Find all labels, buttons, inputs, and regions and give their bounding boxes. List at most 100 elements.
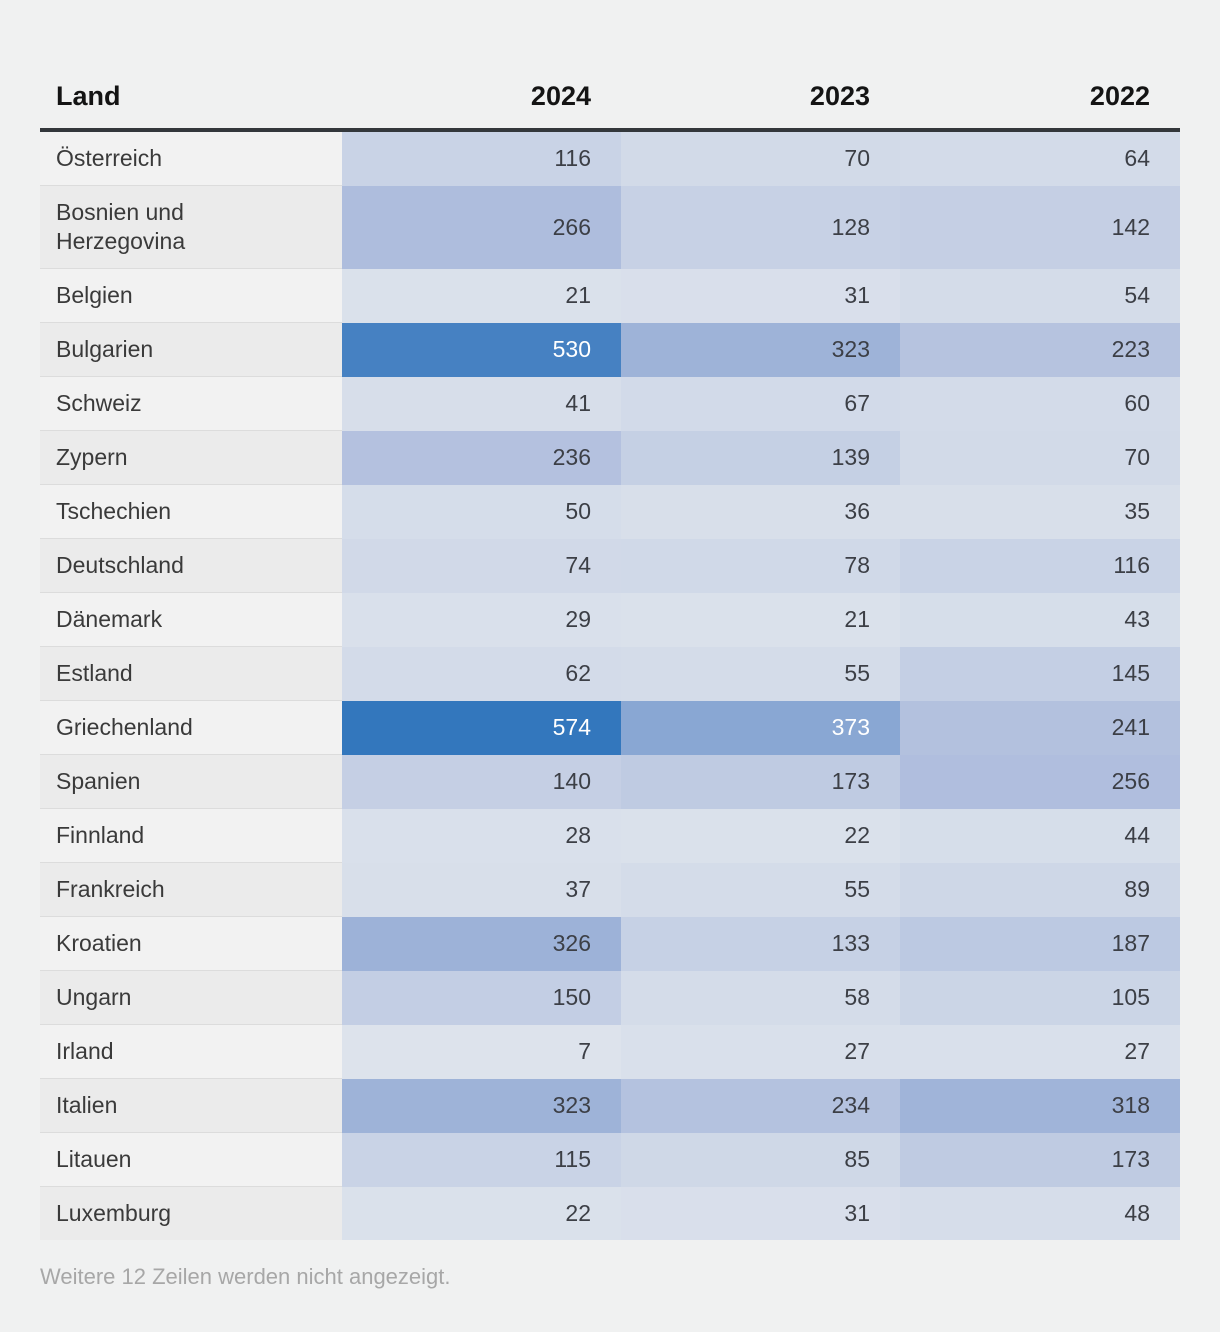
value-cell-2022: 116 [900,538,1180,593]
value-cell-2023: 55 [621,646,900,701]
country-label: Spanien [40,754,342,809]
country-label: Frankreich [40,862,342,917]
value-cell-2024: 116 [342,130,621,186]
value-cell-2022: 60 [900,376,1180,431]
value-cell-2023: 22 [621,808,900,863]
value-cell-2022: 89 [900,862,1180,917]
value-cell-2022: 187 [900,916,1180,971]
value-cell-2022: 142 [900,185,1180,269]
value-cell-2024: 115 [342,1132,621,1187]
country-label-text: Schweiz [56,390,142,416]
country-label: Österreich [40,130,342,186]
value-cell-2024: 41 [342,376,621,431]
country-label: Litauen [40,1132,342,1187]
value-cell-2024: 22 [342,1186,621,1240]
country-label-text: Irland [56,1038,114,1064]
country-label: Deutschland [40,538,342,593]
country-label: Irland [40,1024,342,1079]
value-cell-2023: 58 [621,970,900,1025]
value-cell-2024: 326 [342,916,621,971]
table-row: Estland 62 55 145 [40,646,1180,701]
country-label: Ungarn [40,970,342,1025]
value-cell-2023: 31 [621,268,900,323]
country-label-text: Ungarn [56,984,132,1010]
value-cell-2024: 574 [342,700,621,755]
table-row: Bosnien und Herzegovina 266 128 142 [40,185,1180,269]
table-row: Spanien 140 173 256 [40,754,1180,809]
value-cell-2023: 133 [621,916,900,971]
hidden-rows-note: Weitere 12 Zeilen werden nicht angezeigt… [40,1264,451,1289]
value-cell-2024: 323 [342,1078,621,1133]
value-cell-2024: 50 [342,484,621,539]
value-cell-2022: 173 [900,1132,1180,1187]
table-row: Bulgarien 530 323 223 [40,322,1180,377]
country-label-text: Frankreich [56,876,165,902]
value-cell-2022: 44 [900,808,1180,863]
country-label-text: Spanien [56,768,141,794]
country-label-text: Österreich [56,145,163,171]
value-cell-2023: 78 [621,538,900,593]
value-cell-2024: 21 [342,268,621,323]
country-label: Dänemark [40,592,342,647]
value-cell-2023: 128 [621,185,900,269]
country-label-text: Deutschland [56,552,184,578]
value-cell-2024: 150 [342,970,621,1025]
value-cell-2023: 234 [621,1078,900,1133]
table-row: Österreich 116 70 64 [40,130,1180,186]
value-cell-2022: 64 [900,130,1180,186]
table-row: Ungarn 150 58 105 [40,970,1180,1025]
table-row: Zypern 236 139 70 [40,430,1180,485]
table-row: Griechenland 574 373 241 [40,700,1180,755]
value-cell-2023: 139 [621,430,900,485]
table-row: Italien 323 234 318 [40,1078,1180,1133]
country-label: Kroatien [40,916,342,971]
value-cell-2022: 318 [900,1078,1180,1133]
country-label: Tschechien [40,484,342,539]
country-label: Bulgarien [40,322,342,377]
column-header-2022: 2022 [900,64,1180,132]
table-row: Schweiz 41 67 60 [40,376,1180,431]
value-cell-2022: 27 [900,1024,1180,1079]
country-label: Griechenland [40,700,342,755]
value-cell-2022: 35 [900,484,1180,539]
column-header-2023: 2023 [621,64,900,132]
value-cell-2022: 241 [900,700,1180,755]
country-label-text: Estland [56,660,133,686]
table-row: Belgien 21 31 54 [40,268,1180,323]
value-cell-2022: 256 [900,754,1180,809]
value-cell-2024: 74 [342,538,621,593]
value-cell-2022: 145 [900,646,1180,701]
header-row: Land 2024 2023 2022 [40,64,1180,132]
value-cell-2024: 7 [342,1024,621,1079]
heatmap-table-container: Land 2024 2023 2022 Österreich 116 70 64 Bos… [40,64,1180,1240]
country-label: Zypern [40,430,342,485]
table-row: Frankreich 37 55 89 [40,862,1180,917]
country-label-text: Luxemburg [56,1200,172,1226]
value-cell-2022: 105 [900,970,1180,1025]
country-label-text: Griechenland [56,714,193,740]
value-cell-2023: 21 [621,592,900,647]
table-row: Irland 7 27 27 [40,1024,1180,1079]
value-cell-2024: 236 [342,430,621,485]
country-year-table: Land 2024 2023 2022 Österreich 116 70 64 Bos… [40,64,1180,1240]
table-row: Kroatien 326 133 187 [40,916,1180,971]
country-label-text: Kroatien [56,930,142,956]
country-label: Bosnien und Herzegovina [40,185,342,269]
table-row: Deutschland 74 78 116 [40,538,1180,593]
value-cell-2023: 173 [621,754,900,809]
value-cell-2024: 62 [342,646,621,701]
country-label: Schweiz [40,376,342,431]
country-label-text: Litauen [56,1146,132,1172]
country-label-text: Zypern [56,444,128,470]
value-cell-2022: 43 [900,592,1180,647]
value-cell-2023: 323 [621,322,900,377]
country-label-text: Dänemark [56,606,163,632]
value-cell-2024: 140 [342,754,621,809]
table-body: Österreich 116 70 64 Bosnien und Herzegovina… [40,130,1180,1240]
value-cell-2024: 29 [342,592,621,647]
table-row: Luxemburg 22 31 48 [40,1186,1180,1240]
country-label: Italien [40,1078,342,1133]
country-label-text: Bulgarien [56,336,154,362]
table-row: Finnland 28 22 44 [40,808,1180,863]
country-label-text: Tschechien [56,498,172,524]
